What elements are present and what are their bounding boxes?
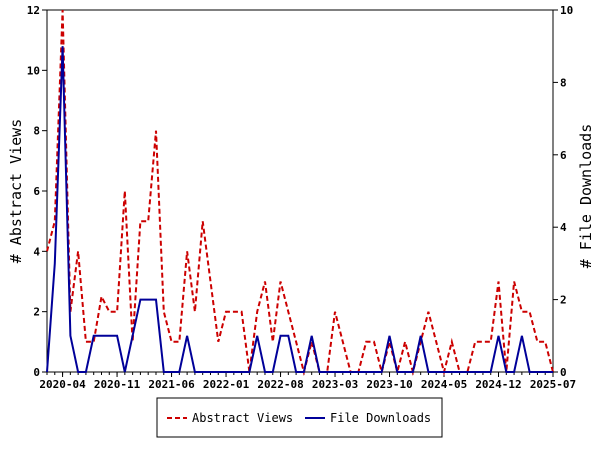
x-tick-label: 2021-06: [148, 378, 195, 391]
series-abstract-views: [46, 9, 554, 376]
legend-label-abstract-views: Abstract Views: [192, 411, 293, 425]
right-tick-label: 10: [560, 4, 573, 17]
legend: Abstract Views File Downloads: [156, 397, 443, 438]
right-tick-label: 8: [560, 76, 567, 89]
x-axis-ticks: 2020-04 2020-11 2021-06 2022-01 2022-08 2023-…: [39, 372, 576, 391]
x-tick-label: 2020-04: [39, 378, 86, 391]
right-tick-label: 6: [560, 149, 567, 162]
right-tick-label: 0: [560, 366, 567, 379]
right-axis-ticks: 0 2 4 6 8 10: [553, 4, 573, 379]
right-tick-label: 2: [560, 294, 567, 307]
right-axis-label: # File Downloads: [577, 124, 595, 269]
left-tick-label: 12: [27, 4, 40, 17]
x-tick-label: 2025-07: [530, 378, 576, 391]
series-file-downloads: [46, 46, 553, 373]
plot-area: [46, 9, 554, 373]
left-axis-ticks: 0 2 4 6 8 10 12: [27, 4, 47, 379]
left-tick-label: 2: [33, 306, 40, 319]
left-tick-label: 8: [33, 125, 40, 138]
left-tick-label: 6: [33, 185, 40, 198]
x-tick-label: 2020-11: [94, 378, 141, 391]
x-tick-label: 2023-03: [312, 378, 358, 391]
series-layer: [46, 9, 554, 376]
left-tick-label: 4: [33, 245, 40, 258]
left-tick-label: 0: [33, 366, 40, 379]
x-tick-label: 2022-08: [257, 378, 303, 391]
x-tick-label: 2024-05: [421, 378, 467, 391]
x-tick-label: 2024-12: [475, 378, 521, 391]
left-tick-label: 10: [27, 64, 40, 77]
legend-box: [156, 397, 443, 438]
right-tick-label: 4: [560, 221, 567, 234]
legend-label-file-downloads: File Downloads: [330, 411, 431, 425]
left-axis-label: # Abstract Views: [7, 119, 25, 264]
x-tick-label: 2023-10: [366, 378, 412, 391]
x-tick-label: 2022-01: [203, 378, 250, 391]
